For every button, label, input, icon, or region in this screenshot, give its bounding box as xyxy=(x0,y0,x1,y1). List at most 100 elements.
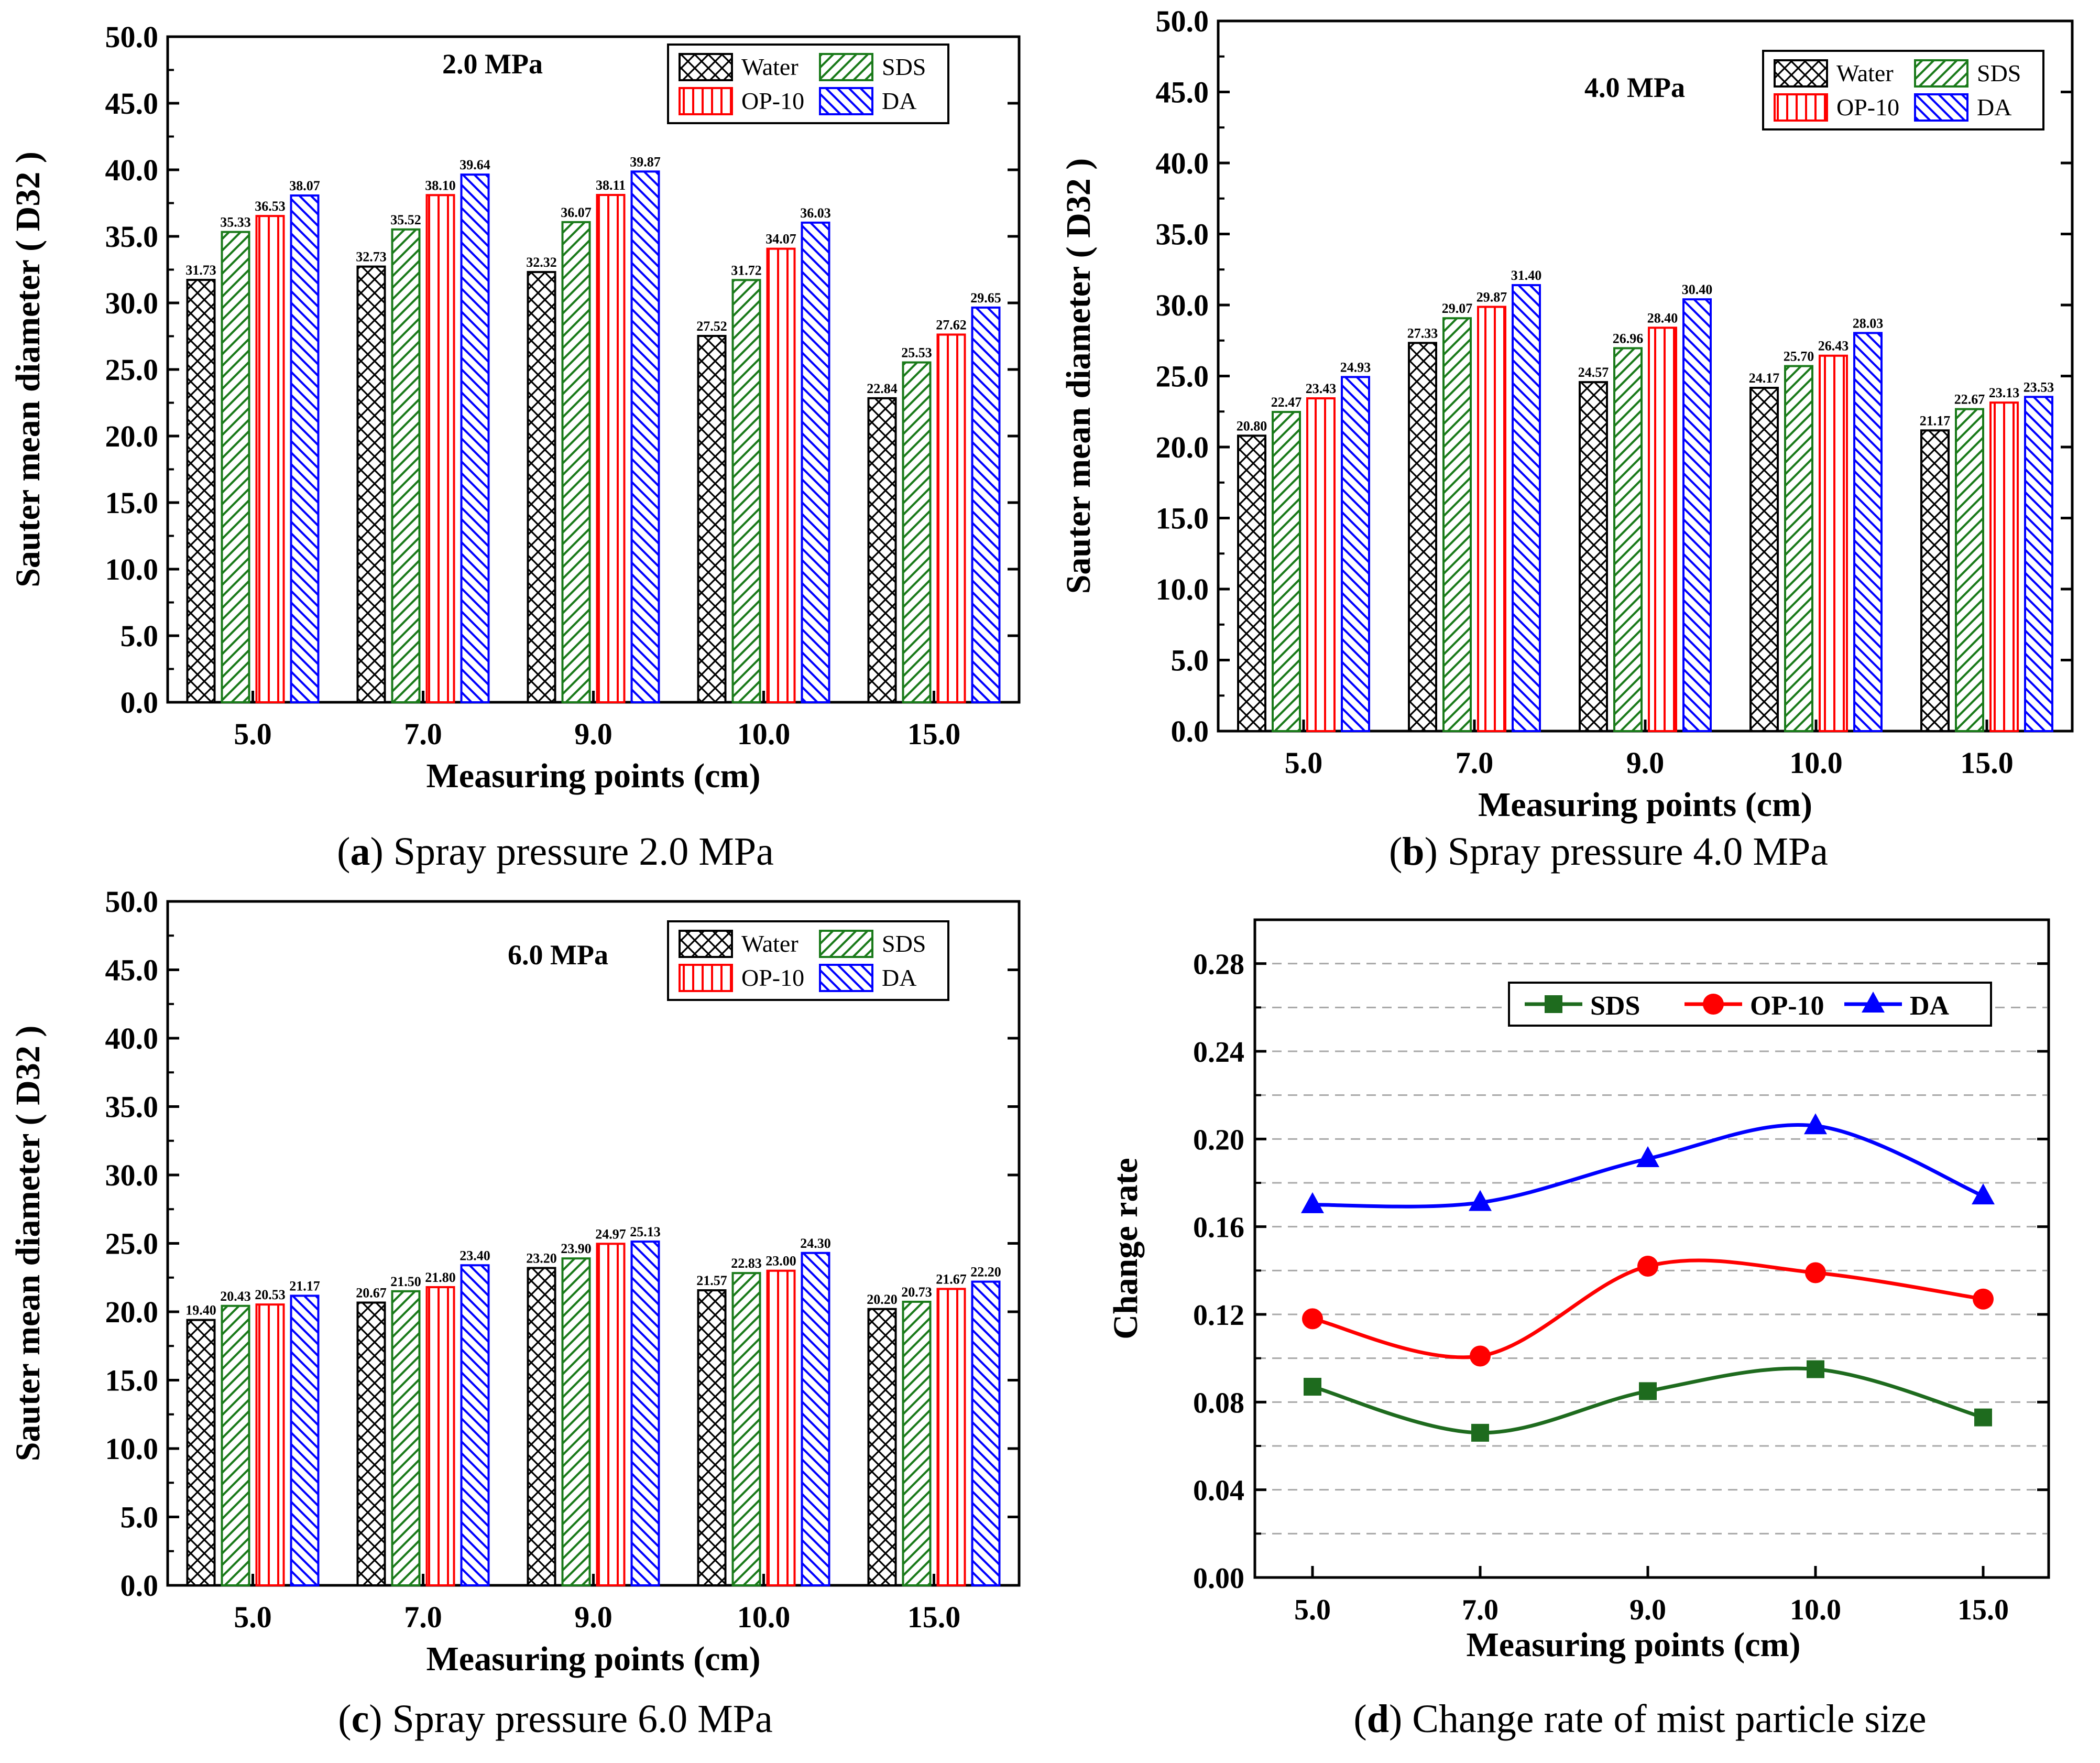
y-tick-label: 20.0 xyxy=(105,419,159,453)
data-label: 29.07 xyxy=(1442,301,1473,316)
bar-op-10 xyxy=(936,1288,966,1587)
data-label: 23.43 xyxy=(1306,381,1337,396)
data-label: 26.43 xyxy=(1818,339,1849,354)
panel-d-line-chart: 0.00 0.04 0.08 0.12 0.16 0.20 0.24 0.28 Change r… xyxy=(1107,918,2050,1741)
bar-water xyxy=(1579,381,1608,732)
data-label: 25.70 xyxy=(1784,349,1814,364)
data-label: 26.96 xyxy=(1613,331,1644,346)
y-tick-label: 25.0 xyxy=(1156,360,1209,394)
data-label: 22.67 xyxy=(1954,392,1985,407)
bar-sds xyxy=(1442,317,1472,732)
data-label: 29.87 xyxy=(1476,290,1507,305)
y-tick-label: 20.0 xyxy=(1156,430,1209,464)
y-tick-label: 10.0 xyxy=(105,1432,159,1466)
data-label: 25.13 xyxy=(630,1224,661,1239)
y-tick-label: 0.20 xyxy=(1193,1124,1244,1156)
x-axis-label: Measuring points (cm) xyxy=(1467,1626,1801,1664)
legend-label: SDS xyxy=(882,930,926,957)
y-tick-label: 5.0 xyxy=(121,619,159,653)
bar-op-10 xyxy=(766,1269,796,1586)
y-tick-label: 0.12 xyxy=(1193,1299,1244,1332)
bar-op-10 xyxy=(425,1286,455,1586)
x-tick-label: 10.0 xyxy=(737,717,791,751)
point-da xyxy=(1301,1192,1324,1213)
data-label: 24.57 xyxy=(1578,365,1609,380)
y-axis-label: Sauter mean diameter ( D32 ) xyxy=(9,151,47,587)
bar-sds xyxy=(731,1272,761,1586)
back-diagonal-hatch-pattern-icon xyxy=(1914,93,1968,122)
y-tick-label: 40.0 xyxy=(105,153,159,187)
data-label: 39.87 xyxy=(630,154,661,169)
point-op-10 xyxy=(1637,1255,1658,1277)
data-label: 24.17 xyxy=(1749,371,1780,386)
x-axis-label: Measuring points (cm) xyxy=(1478,786,1812,824)
y-tick-label: 0.0 xyxy=(121,1569,159,1603)
bar-da xyxy=(1512,284,1541,732)
bar-op-10 xyxy=(1648,327,1677,732)
bar-op-10 xyxy=(596,194,626,704)
y-tick-label: 30.0 xyxy=(105,1158,159,1192)
x-tick-label: 15.0 xyxy=(1957,1594,2009,1626)
bar-da xyxy=(290,1294,320,1586)
legend-label: Water xyxy=(1836,60,1894,86)
data-label: 28.40 xyxy=(1647,310,1678,325)
bar-water xyxy=(1408,342,1437,732)
bar-sds xyxy=(391,228,421,703)
y-tick-label: 0.00 xyxy=(1193,1562,1244,1595)
data-label: 29.65 xyxy=(970,290,1001,306)
point-da xyxy=(1804,1113,1827,1135)
diagonal-hatch-pattern-icon xyxy=(1914,59,1968,88)
data-label: 34.07 xyxy=(765,232,796,247)
bar-water xyxy=(867,397,897,703)
data-label: 25.53 xyxy=(901,345,932,361)
y-tick-label: 20.0 xyxy=(105,1295,159,1329)
data-label: 23.40 xyxy=(460,1248,490,1263)
bar-da xyxy=(801,1251,830,1586)
data-label: 35.52 xyxy=(390,212,421,227)
point-op-10 xyxy=(1302,1308,1323,1330)
data-label: 39.64 xyxy=(460,157,490,172)
legend-label: SDS xyxy=(1977,60,2021,86)
panel-a-bar-chart: 0.0 5.0 10.0 15.0 20.0 25.0 30.0 35.0 40.0 45.0 50… xyxy=(9,20,1021,874)
data-label: 38.07 xyxy=(289,178,320,193)
data-label: 22.84 xyxy=(867,381,898,396)
data-label: 27.52 xyxy=(696,319,727,334)
diagonal-hatch-pattern-icon xyxy=(819,930,873,958)
point-sds xyxy=(1639,1382,1657,1400)
caption: (b) Spray pressure 4.0 MPa xyxy=(1389,830,1828,874)
legend-label: OP-10 xyxy=(1836,94,1899,121)
data-label: 20.80 xyxy=(1237,418,1267,433)
vertical-hatch-pattern-icon xyxy=(1774,93,1828,122)
pressure-title: 4.0 MPa xyxy=(1584,72,1685,103)
caption-letter: c xyxy=(352,1697,369,1741)
data-label: 20.73 xyxy=(901,1285,932,1300)
x-tick-label: 7.0 xyxy=(1456,746,1494,780)
bar-da xyxy=(460,173,490,704)
x-tick-label: 9.0 xyxy=(574,1600,612,1634)
panel-b-bar-chart: 0.0 5.0 10.0 15.0 20.0 25.0 30.0 35.0 40.0 45.0 50… xyxy=(1059,4,2074,874)
bar-da xyxy=(630,1240,660,1586)
bar-water xyxy=(1749,386,1779,732)
legend-label: Water xyxy=(741,53,799,80)
y-tick-label: 15.0 xyxy=(105,486,159,520)
bar-water xyxy=(356,265,386,703)
back-diagonal-hatch-pattern-icon xyxy=(819,87,873,115)
data-label: 35.33 xyxy=(220,215,251,230)
legend-label: DA xyxy=(1977,94,2011,121)
cross-hatch-pattern-icon xyxy=(1774,59,1828,88)
caption: (c) Spray pressure 6.0 MPa xyxy=(338,1697,772,1741)
x-axis-label: Measuring points (cm) xyxy=(426,1640,761,1678)
y-tick-label: 50.0 xyxy=(105,20,159,54)
plot-frame xyxy=(1253,918,2050,1579)
bar-op-10 xyxy=(1989,401,2019,732)
data-label: 20.67 xyxy=(356,1286,387,1301)
legend-marker-square-icon xyxy=(1545,995,1562,1013)
data-label: 21.17 xyxy=(1920,413,1951,428)
bar-da xyxy=(290,194,320,704)
bar-sds xyxy=(1613,347,1643,732)
bar-water xyxy=(697,1289,727,1586)
bar-da xyxy=(1853,332,1883,732)
bar-water xyxy=(186,1319,216,1586)
x-tick-label: 5.0 xyxy=(1285,746,1323,780)
x-tick-label: 7.0 xyxy=(1462,1594,1499,1626)
